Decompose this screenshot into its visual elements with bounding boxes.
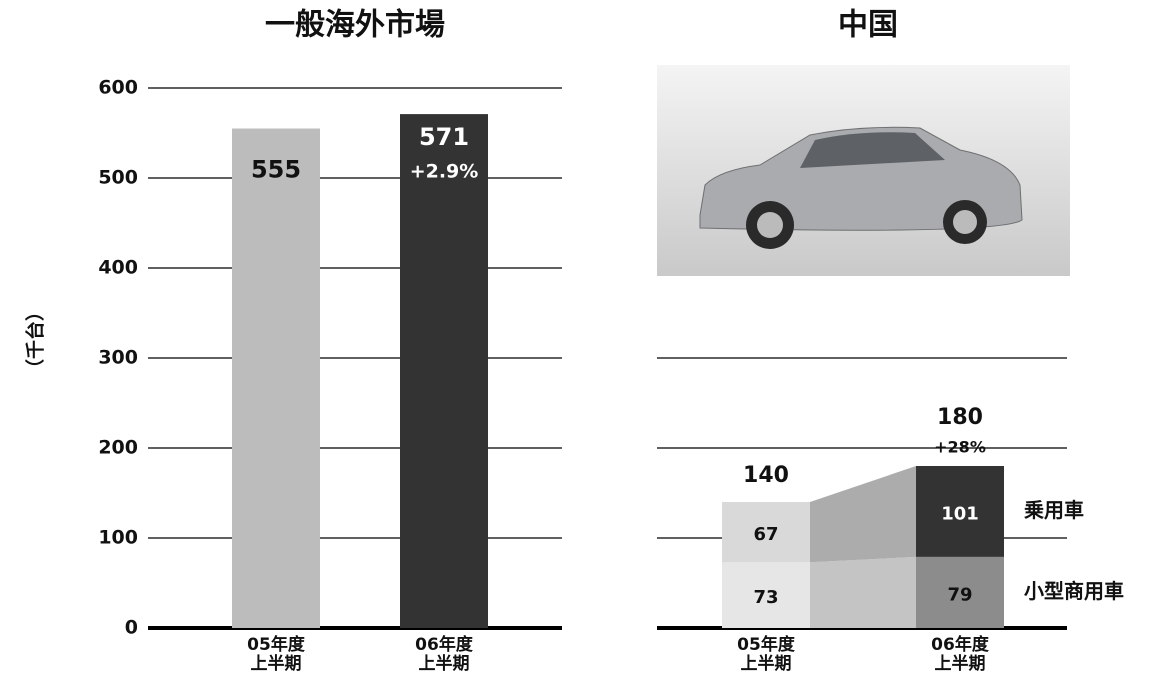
value-label: 67 (753, 524, 778, 545)
car-photo (657, 65, 1070, 276)
y-tick-label: 400 (98, 257, 138, 279)
total-label: 180 (937, 405, 983, 430)
x-tick-label: 上半期 (935, 653, 986, 674)
x-tick-label: 05年度 (247, 634, 306, 655)
page: 一般海外市場 0 100 200 300 400 500 600 555 571 +2.9% （千台）… (0, 0, 1167, 687)
y-tick-label: 100 (98, 527, 138, 549)
connector (810, 557, 916, 628)
connector (810, 466, 916, 562)
y-tick-label: 200 (98, 437, 138, 459)
chart-title: 中国 (838, 8, 898, 43)
x-tick-label: 上半期 (251, 653, 302, 674)
legend-label: 小型商用車 (1024, 579, 1124, 603)
bar (232, 129, 320, 629)
x-tick-label: 06年度 (415, 634, 474, 655)
value-label: 101 (941, 503, 979, 524)
bar (400, 114, 488, 628)
chart-title: 一般海外市場 (265, 8, 445, 43)
y-tick-label: 300 (98, 347, 138, 369)
x-tick-label: 05年度 (737, 634, 796, 655)
y-tick-label: 500 (98, 167, 138, 189)
x-tick-label: 上半期 (419, 653, 470, 674)
y-tick-label: 0 (125, 617, 138, 639)
legend-label: 乗用車 (1024, 498, 1084, 522)
y-tick-label: 600 (98, 77, 138, 99)
value-label: 571 (419, 123, 469, 151)
value-label: 555 (251, 156, 301, 184)
x-tick-label: 上半期 (741, 653, 792, 674)
growth-label: +2.9% (410, 161, 479, 183)
y-axis-label: （千台） (24, 302, 47, 378)
growth-label: +28% (934, 438, 986, 457)
value-label: 79 (947, 584, 972, 605)
value-label: 73 (753, 587, 778, 608)
total-label: 140 (743, 463, 789, 488)
x-tick-label: 06年度 (931, 634, 990, 655)
